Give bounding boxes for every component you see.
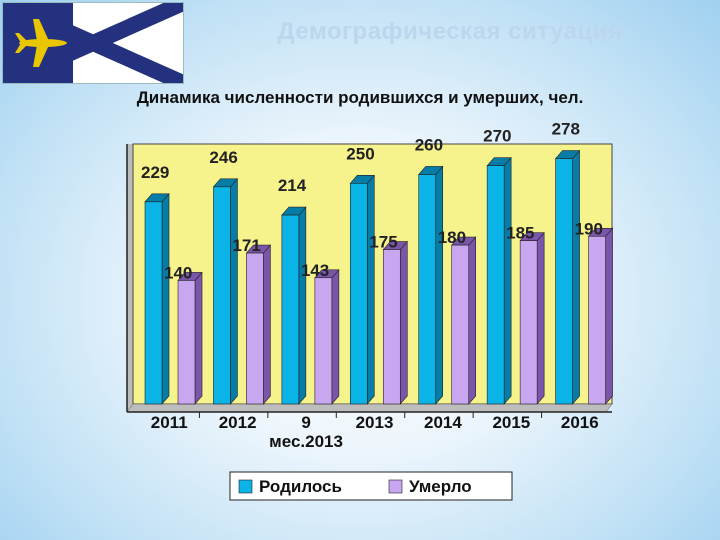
x-tick-label: 2012 (219, 413, 257, 432)
data-label-died: 185 (506, 224, 534, 243)
bar-died-side (536, 231, 545, 405)
data-label-died: 140 (164, 263, 192, 282)
bar-born (144, 201, 163, 405)
legend-label-died: Умерло (409, 477, 472, 496)
x-tick-label: 2011 (151, 413, 188, 432)
bar-born (349, 183, 368, 405)
bar-died-side (263, 244, 271, 405)
bar-died (519, 240, 538, 405)
data-label-died: 180 (438, 228, 466, 247)
legend (229, 471, 513, 501)
bar-born-side (161, 193, 170, 405)
bar-died-side (605, 227, 613, 405)
bar-born-side (503, 156, 512, 405)
data-label-died: 175 (369, 233, 397, 252)
chart-subtitle: Динамика численности родившихся и умерши… (136, 88, 584, 107)
floor (126, 403, 613, 413)
bar-died-side (331, 268, 340, 405)
data-label-born: 250 (346, 144, 374, 163)
data-label-born: 260 (415, 135, 443, 154)
airplane-icon (15, 19, 67, 67)
data-label-born: 278 (552, 120, 580, 139)
x-tick-label: 2014 (424, 413, 462, 432)
bar-born (555, 158, 573, 405)
legend-swatch-born (238, 479, 253, 494)
side-wall (127, 144, 133, 412)
bar-died (588, 235, 606, 405)
legend-label-born: Родилось (259, 477, 342, 496)
bar-born-side (572, 149, 580, 405)
bar-born (418, 174, 437, 405)
bar-born-side (366, 174, 375, 405)
slide-title: Демографическая ситуация (277, 18, 623, 45)
bar-born-side (298, 206, 307, 405)
flag-icon (0, 0, 187, 91)
bar-died (451, 244, 470, 405)
legend-swatch-died (388, 479, 403, 494)
bar-died (382, 249, 401, 405)
bar-died-side (194, 271, 203, 405)
data-label-died: 143 (301, 261, 329, 280)
bar-born (213, 186, 231, 405)
x-tick-label: 2013 (356, 413, 394, 432)
x-tick-label: мес.2013 (269, 432, 343, 451)
data-label-died: 171 (232, 236, 260, 255)
bar-born (281, 214, 300, 405)
bar-born (486, 165, 505, 405)
data-label-died: 190 (575, 219, 603, 238)
bar-died (314, 277, 333, 405)
data-label-born: 214 (278, 176, 307, 195)
bar-died (177, 280, 196, 405)
bar-died (246, 252, 264, 405)
data-label-born: 246 (209, 148, 237, 167)
data-label-born: 229 (141, 163, 169, 182)
bar-died-side (468, 236, 477, 405)
data-label-born: 270 (483, 127, 511, 146)
x-tick-label: 9 (301, 413, 310, 432)
x-tick-label: 2016 (561, 413, 599, 432)
x-tick-label: 2015 (492, 413, 530, 432)
bar-born-side (435, 165, 444, 405)
bar-born-side (230, 178, 238, 405)
bar-died-side (399, 240, 408, 405)
